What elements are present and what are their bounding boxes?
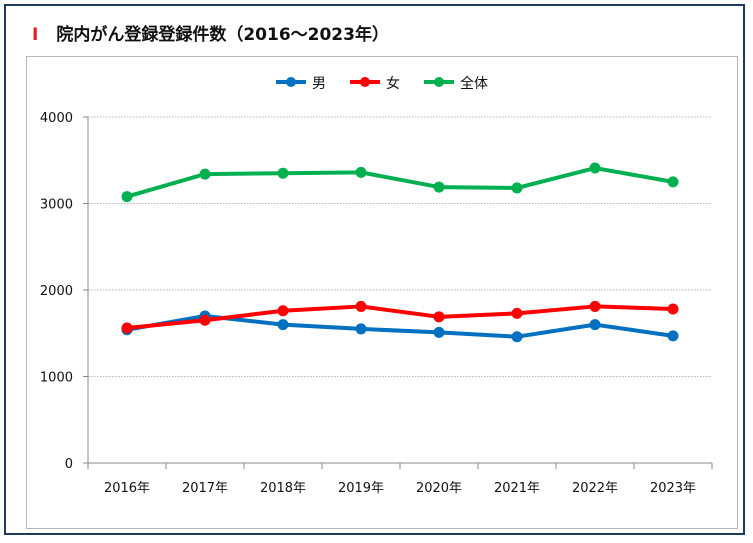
legend-label: 全体: [460, 75, 488, 92]
x-tick-label: 2018年: [260, 481, 306, 496]
legend-marker: [286, 77, 296, 87]
series-女: [121, 300, 679, 334]
y-tick-label: 4000: [40, 111, 73, 126]
series-全体: [121, 162, 679, 203]
x-tick-labels: 2016年 2017年 2018年 2019年 2020年 2021年 2022年 2023年: [104, 481, 696, 496]
data-point: [511, 307, 523, 319]
legend-label: 女: [386, 75, 400, 92]
legend-item-全体: 全体: [424, 75, 488, 92]
data-point: [277, 319, 289, 331]
data-point: [433, 311, 445, 323]
axes: [83, 116, 713, 469]
y-tick-label: 3000: [40, 198, 73, 213]
y-tick-label: 1000: [40, 371, 73, 386]
data-point: [667, 176, 679, 188]
section-marker: Ⅰ: [32, 25, 39, 45]
chart-heading: Ⅰ 院内がん登録登録件数（2016～2023年）: [32, 20, 389, 45]
data-point: [667, 330, 679, 342]
x-tick-label: 2021年: [494, 481, 540, 496]
chart-title: 院内がん登録登録件数（2016～2023年）: [56, 25, 389, 45]
gridlines: [88, 116, 712, 377]
x-tick-label: 2023年: [650, 481, 696, 496]
y-tick-label: 0: [65, 457, 73, 472]
data-point: [199, 314, 211, 326]
data-point: [199, 168, 211, 180]
y-tick-labels: 0 1000 2000 3000 4000: [40, 111, 73, 472]
series-line: [125, 304, 675, 331]
legend: 男 女 全体: [276, 75, 488, 92]
legend-marker: [434, 77, 444, 87]
data-point: [355, 166, 367, 178]
legend-marker: [360, 77, 370, 87]
data-point: [355, 323, 367, 335]
y-tick-label: 2000: [40, 284, 73, 299]
series-lines: [121, 162, 679, 343]
data-point: [277, 305, 289, 317]
data-point: [277, 167, 289, 179]
x-tick-label: 2020年: [416, 481, 462, 496]
data-point: [589, 162, 601, 174]
data-point: [667, 303, 679, 315]
x-tick-label: 2019年: [338, 481, 384, 496]
legend-label: 男: [312, 76, 326, 92]
series-line: [125, 166, 675, 199]
chart-frame: Ⅰ 院内がん登録登録件数（2016～2023年）: [4, 4, 745, 535]
data-point: [121, 322, 133, 334]
data-point: [589, 300, 601, 312]
x-tick-label: 2016年: [104, 481, 150, 496]
plot-area: [26, 56, 738, 529]
legend-item-男: 男: [276, 76, 326, 92]
data-point: [589, 319, 601, 331]
data-point: [433, 181, 445, 193]
x-tick-label: 2022年: [572, 481, 618, 496]
data-point: [355, 300, 367, 312]
data-point: [511, 331, 523, 343]
data-point: [433, 326, 445, 338]
data-point: [511, 182, 523, 194]
legend-item-女: 女: [350, 75, 400, 92]
x-tick-label: 2017年: [182, 481, 228, 496]
data-point: [121, 191, 133, 203]
